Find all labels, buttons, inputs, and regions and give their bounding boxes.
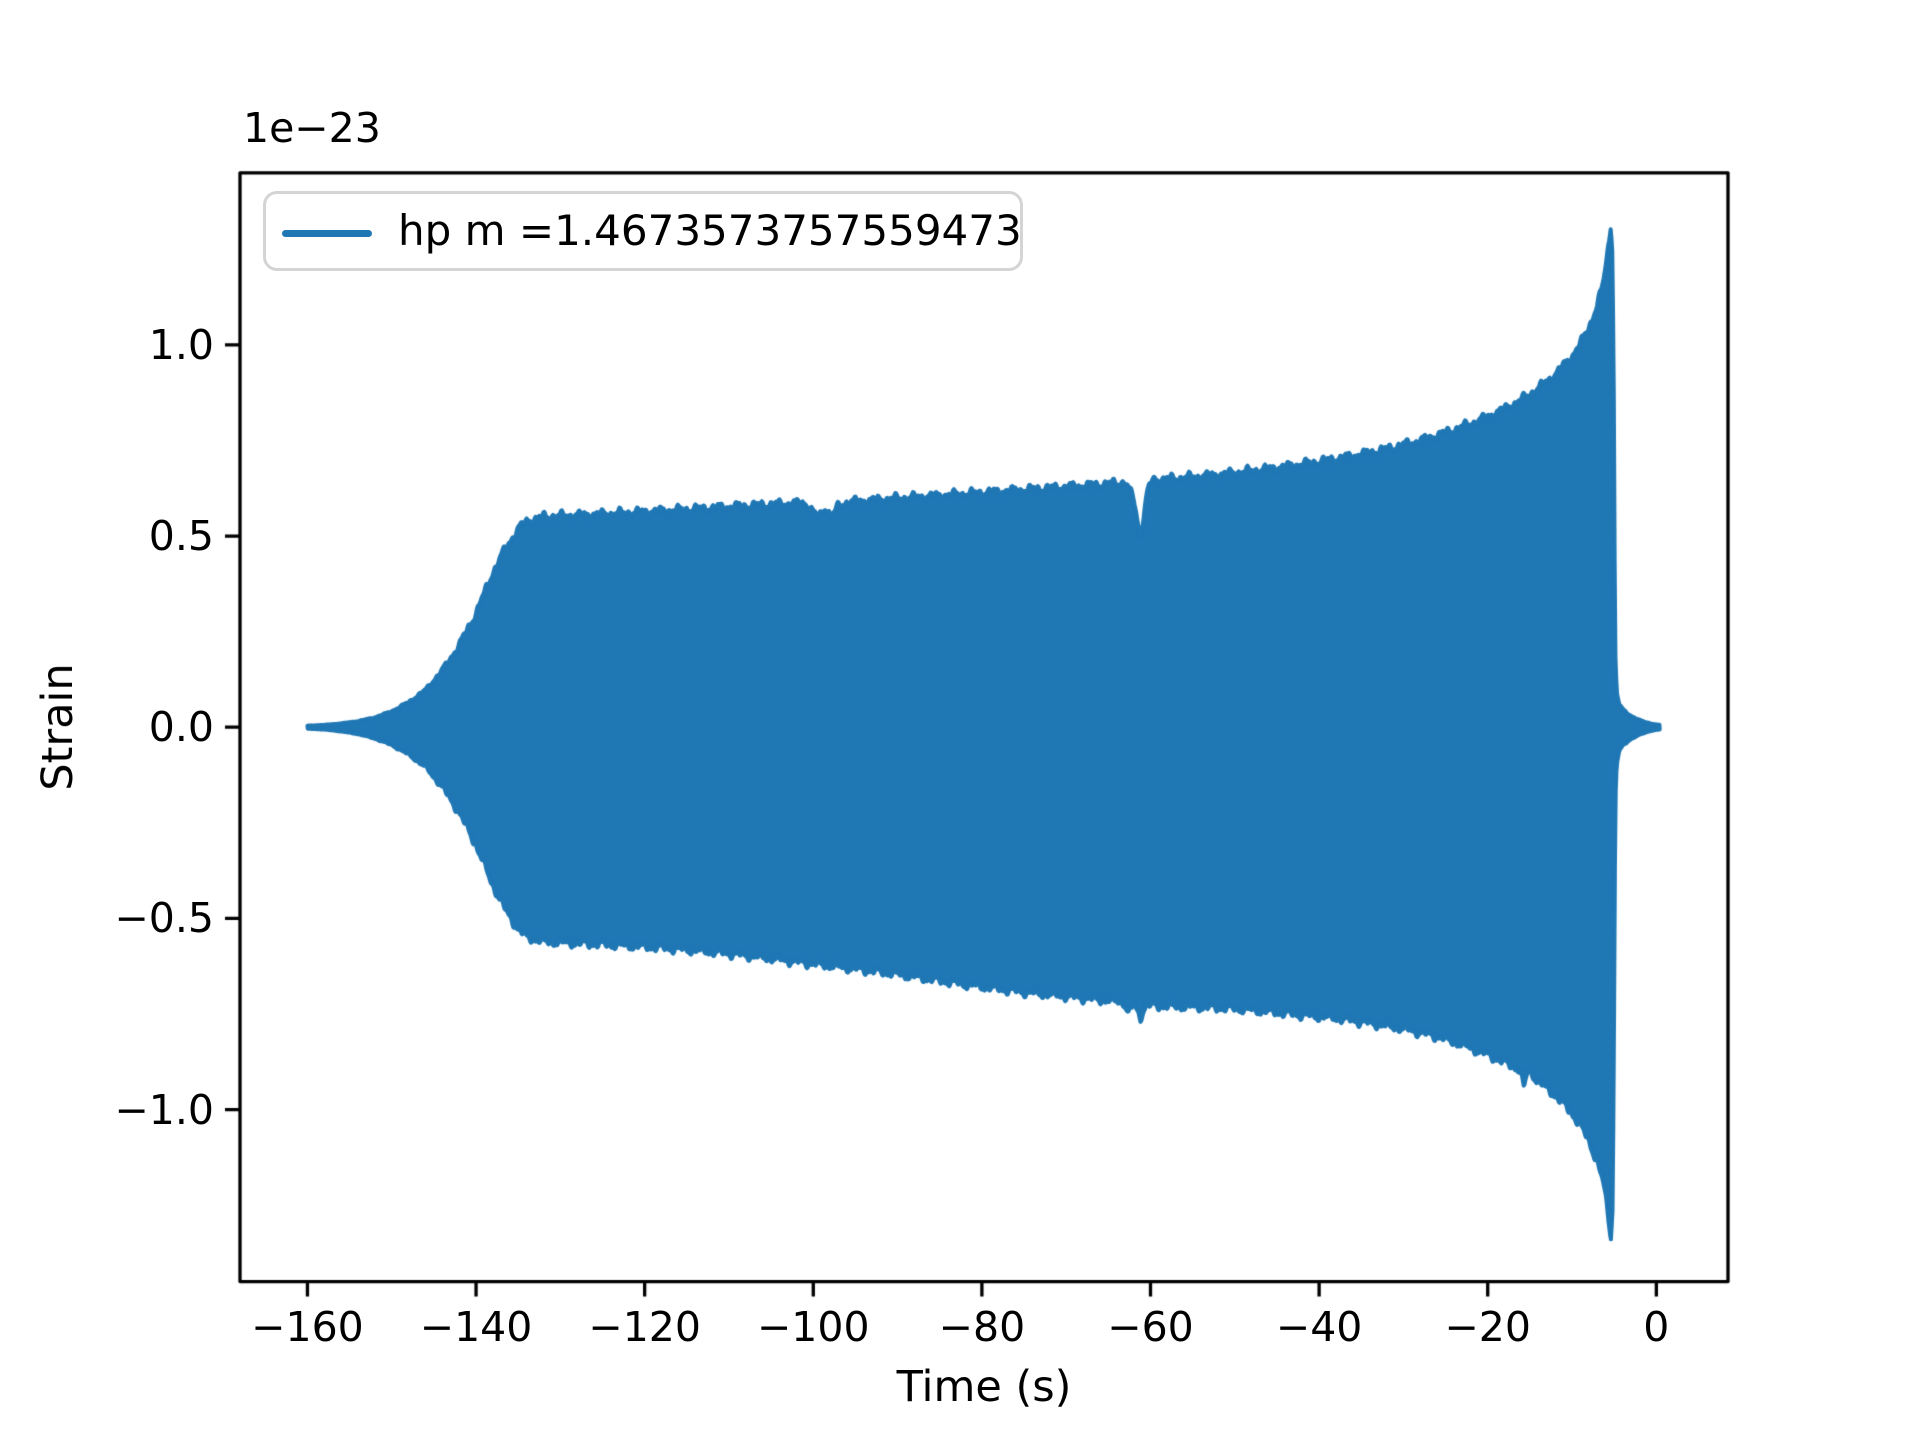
y-tick-label: −0.5 xyxy=(114,894,214,943)
x-tick-label: −20 xyxy=(1444,1302,1531,1351)
x-tick-label: −140 xyxy=(419,1302,533,1351)
x-tick-label: −120 xyxy=(588,1302,701,1351)
legend-label: hp m =1.4673573757559473 xyxy=(398,206,1022,255)
legend-line-sample xyxy=(282,230,372,237)
x-tick-label: −100 xyxy=(756,1302,870,1351)
y-tick-label: −1.0 xyxy=(114,1085,214,1134)
y-axis-offset-text: 1e−23 xyxy=(243,104,381,152)
x-tick-label: −80 xyxy=(938,1302,1026,1351)
y-tick-label: 1.0 xyxy=(148,320,214,369)
legend: hp m =1.4673573757559473 xyxy=(263,191,1023,271)
y-tick-label: 0.5 xyxy=(148,512,214,561)
x-tick-label: 0 xyxy=(1643,1302,1670,1351)
x-tick-label: −40 xyxy=(1275,1302,1363,1351)
y-tick-label: 0.0 xyxy=(148,703,214,752)
x-tick-label: −160 xyxy=(251,1302,364,1351)
x-axis-label: Time (s) xyxy=(896,1362,1072,1412)
x-tick-label: −60 xyxy=(1107,1302,1194,1351)
